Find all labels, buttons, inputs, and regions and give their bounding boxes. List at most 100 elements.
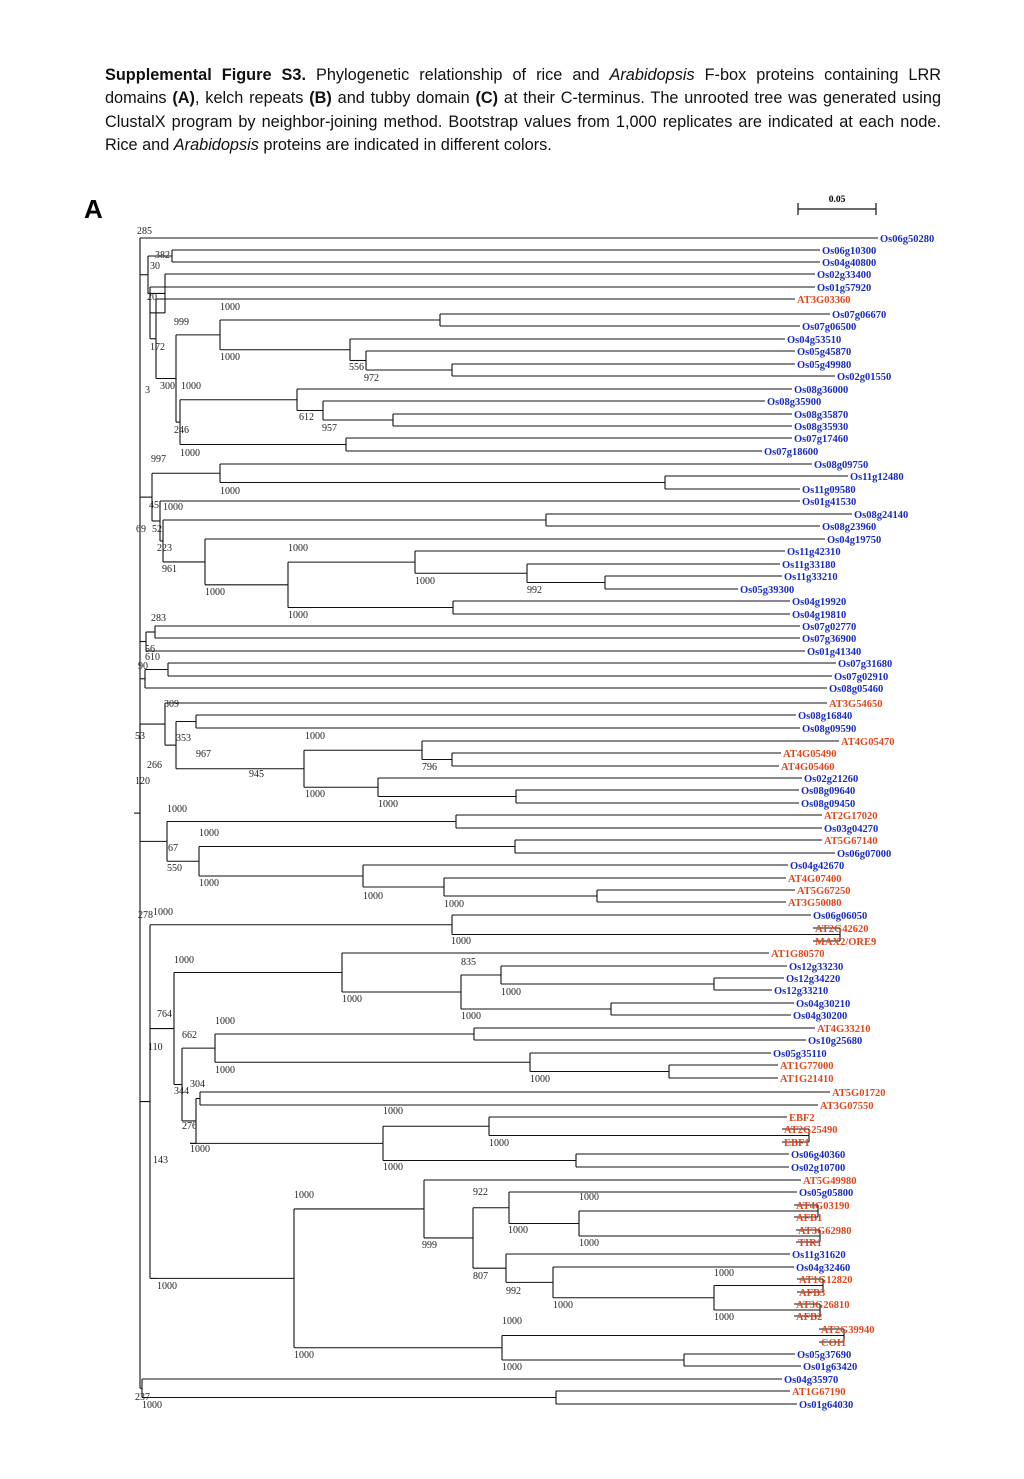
bootstrap-value: 556 bbox=[349, 362, 364, 373]
leaf-label: AT4G07400 bbox=[788, 874, 841, 885]
leaf-label: Os08g23960 bbox=[822, 522, 876, 533]
leaf-label: Os04g32460 bbox=[796, 1263, 850, 1274]
leaf-label: AT1G67190 bbox=[792, 1387, 845, 1398]
leaf-label: AFB2 bbox=[796, 1312, 822, 1323]
leaf-label: Os12g33230 bbox=[789, 962, 843, 973]
bootstrap-value: 662 bbox=[182, 1030, 197, 1041]
leaf-label: Os03g04270 bbox=[824, 824, 878, 835]
leaf-label: TIR1 bbox=[798, 1238, 822, 1249]
leaf-label: Os08g35870 bbox=[794, 410, 848, 421]
bootstrap-value: 550 bbox=[167, 863, 182, 874]
bootstrap-value: 796 bbox=[422, 762, 437, 773]
bootstrap-value: 1000 bbox=[508, 1225, 528, 1236]
bootstrap-value: 1000 bbox=[489, 1138, 509, 1149]
leaf-label: AT2G39940 bbox=[821, 1325, 874, 1336]
bootstrap-value: 992 bbox=[527, 585, 542, 596]
bootstrap-value: 1000 bbox=[167, 804, 187, 815]
bootstrap-value: 1000 bbox=[190, 1144, 210, 1155]
leaf-label: Os02g01550 bbox=[837, 372, 891, 383]
leaf-label: Os10g25680 bbox=[808, 1036, 862, 1047]
bootstrap-value: 276 bbox=[182, 1121, 197, 1132]
leaf-label: Os08g16840 bbox=[798, 711, 852, 722]
leaf-label: COI1 bbox=[821, 1338, 846, 1349]
bootstrap-value: 56 bbox=[145, 644, 155, 655]
bootstrap-value: 1000 bbox=[288, 610, 308, 621]
bootstrap-value: 285 bbox=[137, 226, 152, 237]
bootstrap-value: 1000 bbox=[142, 1400, 162, 1411]
leaf-label: Os11g33210 bbox=[784, 572, 838, 583]
leaf-label: Os12g34220 bbox=[786, 974, 840, 985]
bootstrap-value: 143 bbox=[153, 1155, 168, 1166]
leaf-label: Os05g45870 bbox=[797, 347, 851, 358]
leaf-label: Os01g41340 bbox=[807, 647, 861, 658]
leaf-label: Os04g53510 bbox=[787, 335, 841, 346]
bootstrap-value: 1000 bbox=[415, 576, 435, 587]
leaf-label: Os01g41530 bbox=[802, 497, 856, 508]
leaf-label: Os11g33180 bbox=[782, 560, 836, 571]
bootstrap-value: 1000 bbox=[199, 828, 219, 839]
leaf-label: AT3G50080 bbox=[788, 898, 841, 909]
leaf-label: AT4G05460 bbox=[781, 762, 834, 773]
leaf-label: MAX2/ORE9 bbox=[815, 937, 876, 948]
leaf-label: AT4G33210 bbox=[817, 1024, 870, 1035]
bootstrap-value: 1000 bbox=[180, 448, 200, 459]
caption-panel-c: (C) bbox=[475, 89, 499, 108]
bootstrap-value: 992 bbox=[506, 1286, 521, 1297]
bootstrap-value: 997 bbox=[151, 454, 166, 465]
bootstrap-value: 1000 bbox=[199, 878, 219, 889]
leaf-label: Os08g09640 bbox=[801, 786, 855, 797]
leaf-label: Os12g33210 bbox=[774, 986, 828, 997]
bootstrap-value: 961 bbox=[162, 564, 177, 575]
leaf-label: AT4G03190 bbox=[796, 1201, 849, 1212]
leaf-label: Os11g09580 bbox=[802, 485, 856, 496]
bootstrap-value: 1000 bbox=[579, 1192, 599, 1203]
bootstrap-value: 67 bbox=[168, 843, 178, 854]
bootstrap-value: 1000 bbox=[174, 955, 194, 966]
bootstrap-value: 1000 bbox=[181, 381, 201, 392]
leaf-label: AT3G03360 bbox=[797, 295, 850, 306]
leaf-label: Os02g21260 bbox=[804, 774, 858, 785]
bootstrap-value: 52 bbox=[152, 524, 162, 535]
bootstrap-value: 612 bbox=[299, 412, 314, 423]
caption-text-5: at their C-terminus. The unrooted tree w… bbox=[105, 89, 941, 155]
leaf-label: Os04g19750 bbox=[827, 535, 881, 546]
leaf-label: AFB1 bbox=[796, 1213, 822, 1224]
bootstrap-value: 223 bbox=[157, 543, 172, 554]
bootstrap-value: 353 bbox=[176, 733, 191, 744]
leaf-label: Os04g35970 bbox=[784, 1375, 838, 1386]
leaf-label: Os07g17460 bbox=[794, 434, 848, 445]
bootstrap-value: 1000 bbox=[502, 1362, 522, 1373]
leaf-labels: Os06g50280 Os06g10300Os04g40800Os02g33400… bbox=[740, 234, 934, 1411]
leaf-label: Os07g02910 bbox=[834, 672, 888, 683]
leaf-label: Os11g31620 bbox=[792, 1250, 846, 1261]
leaf-label: Os05g39300 bbox=[740, 585, 794, 596]
bootstrap-value: 835 bbox=[461, 957, 476, 968]
bootstrap-value: 266 bbox=[147, 760, 162, 771]
bootstrap-value: 957 bbox=[322, 423, 337, 434]
bootstrap-value: 3 bbox=[145, 385, 150, 396]
leaf-label: AT3G07550 bbox=[820, 1101, 873, 1112]
leaf-label: Os04g30210 bbox=[796, 999, 850, 1010]
bootstrap-value: 1000 bbox=[714, 1312, 734, 1323]
caption-label: Supplemental Figure S3. bbox=[105, 66, 306, 84]
leaf-label: Os11g12480 bbox=[850, 472, 904, 483]
leaf-label: Os01g63420 bbox=[803, 1362, 857, 1373]
leaf-label: Os05g35110 bbox=[773, 1049, 827, 1060]
leaf-label: Os06g07000 bbox=[837, 849, 891, 860]
bootstrap-value: 283 bbox=[151, 613, 166, 624]
caption-text-1: Phylogenetic relationship of rice and bbox=[305, 66, 610, 84]
bootstrap-value: 1000 bbox=[363, 891, 383, 902]
leaf-label: Os01g57920 bbox=[817, 283, 871, 294]
leaf-label: Os04g19810 bbox=[792, 610, 846, 621]
leaf-label: Os06g40360 bbox=[791, 1150, 845, 1161]
leaf-label: Os05g37690 bbox=[797, 1350, 851, 1361]
bootstrap-value: 304 bbox=[190, 1079, 205, 1090]
leaf-label: Os05g05800 bbox=[799, 1188, 853, 1199]
leaf-label: Os04g42670 bbox=[790, 861, 844, 872]
bootstrap-value: 1000 bbox=[553, 1300, 573, 1311]
caption-text-3: , kelch repeats bbox=[194, 89, 310, 108]
bootstrap-value: 1000 bbox=[383, 1162, 403, 1173]
leaf-label: Os08g35930 bbox=[794, 422, 848, 433]
bootstrap-value: 1000 bbox=[579, 1238, 599, 1249]
leaf-label: AT5G01720 bbox=[832, 1088, 885, 1099]
